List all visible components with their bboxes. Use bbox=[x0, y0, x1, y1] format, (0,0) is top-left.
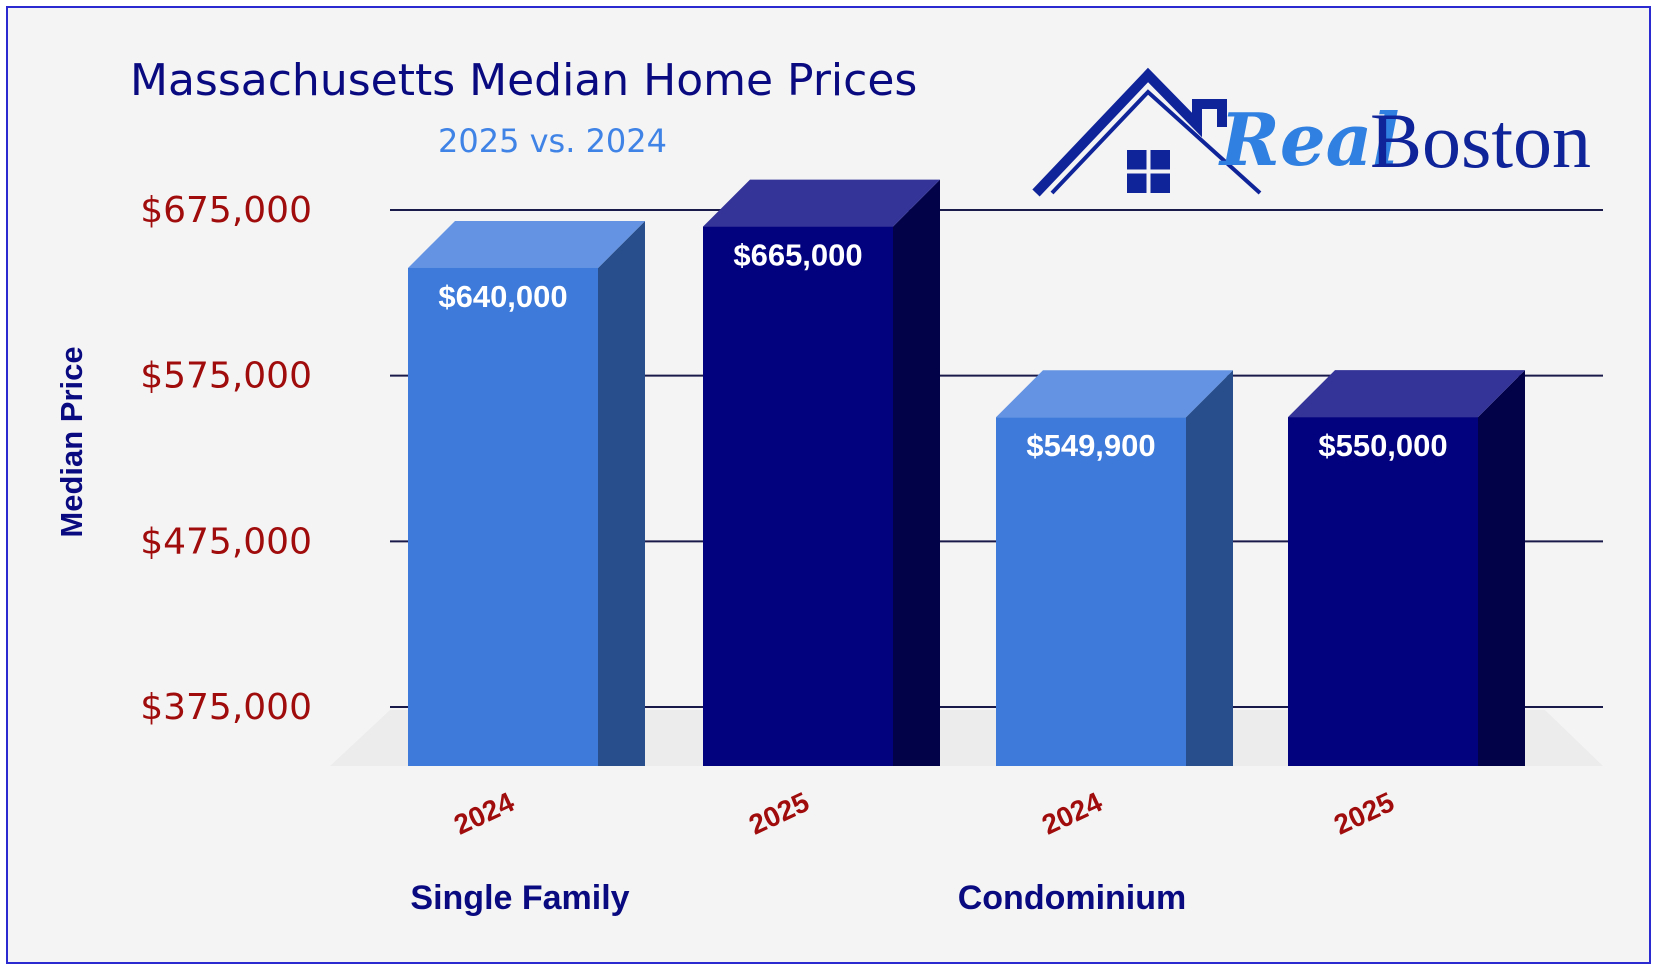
y-ticks: $375,000 $475,000 $575,000 $675,000 bbox=[140, 190, 312, 728]
bar-top bbox=[703, 179, 940, 227]
group-labels: Single Family Condominium bbox=[410, 879, 1186, 917]
bar-value-label: $640,000 bbox=[438, 279, 567, 314]
bar-side bbox=[893, 179, 940, 767]
y-tick-label: $375,000 bbox=[140, 687, 312, 728]
chart-subtitle: 2025 vs. 2024 bbox=[438, 122, 667, 160]
chart-title: Massachusetts Median Home Prices bbox=[130, 55, 917, 106]
logo: Real Boston bbox=[1032, 67, 1591, 197]
bar-front bbox=[1288, 417, 1478, 766]
bar-value-label: $550,000 bbox=[1318, 428, 1447, 463]
group-label: Single Family bbox=[410, 879, 629, 917]
chart-floor bbox=[330, 710, 1603, 766]
bar-top bbox=[996, 370, 1233, 418]
bar-single-family-2025: $665,000 bbox=[703, 179, 940, 767]
bar-front bbox=[408, 267, 598, 766]
bar-side bbox=[598, 220, 645, 766]
x-tick-label: 2025 bbox=[744, 786, 814, 840]
bars: $640,000 $665,000 $549,900 $550,000 bbox=[408, 179, 1525, 767]
y-tick-label: $575,000 bbox=[140, 356, 312, 397]
group-label: Condominium bbox=[958, 879, 1187, 917]
x-tick-label: 2024 bbox=[449, 786, 519, 841]
bar-side bbox=[1478, 370, 1525, 766]
y-tick-label: $675,000 bbox=[140, 190, 312, 231]
bar-single-family-2024: $640,000 bbox=[408, 220, 645, 766]
bar-side bbox=[1186, 370, 1233, 766]
bar-condominium-2024: $549,900 bbox=[996, 370, 1233, 766]
house-roof-icon bbox=[1032, 67, 1262, 197]
bar-front bbox=[996, 417, 1186, 766]
bar-value-label: $549,900 bbox=[1026, 428, 1155, 463]
x-ticks: 2024 2025 2024 2025 bbox=[449, 786, 1399, 841]
logo-boston-text: Boston bbox=[1370, 97, 1591, 184]
logo-real-text: Real bbox=[1218, 97, 1400, 182]
bar-condominium-2025: $550,000 bbox=[1288, 370, 1525, 766]
bar-value-label: $665,000 bbox=[733, 238, 862, 273]
x-tick-label: 2024 bbox=[1037, 786, 1107, 841]
y-axis-label: Median Price bbox=[54, 346, 89, 537]
y-tick-label: $475,000 bbox=[140, 521, 312, 562]
bar-top bbox=[408, 220, 645, 268]
bar-front bbox=[703, 226, 893, 767]
x-tick-label: 2025 bbox=[1329, 786, 1399, 840]
bar-top bbox=[1288, 370, 1525, 418]
